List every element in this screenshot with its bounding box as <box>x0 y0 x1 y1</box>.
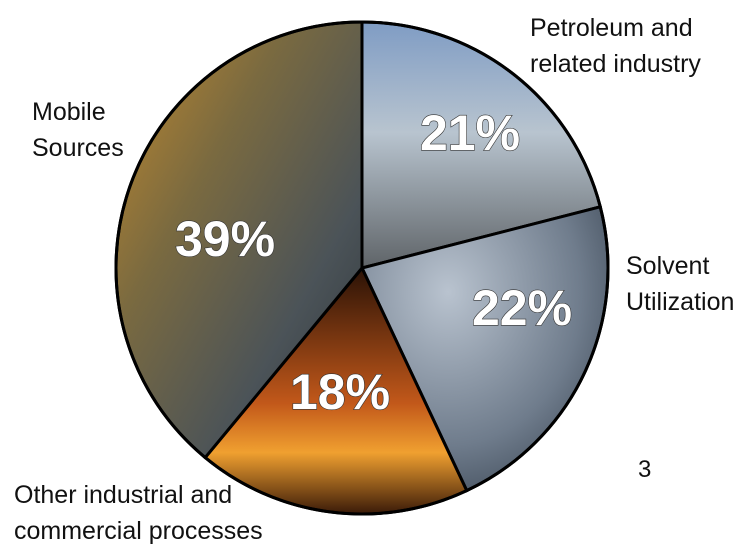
slice-category-label-line: related industry <box>530 50 701 78</box>
slice-category-label-line: Other industrial and <box>14 481 232 509</box>
pie-outline <box>114 20 610 516</box>
page-number: 3 <box>638 456 652 483</box>
slice-category-label-line: Utilization <box>626 288 734 316</box>
slice-category-label: Petroleum and related industry <box>530 14 701 78</box>
slice-category-label-line: Solvent <box>626 252 709 280</box>
slice-category-label: Mobile Sources <box>32 98 124 162</box>
slice-category-label: Solvent Utilization <box>626 252 734 316</box>
slice-category-label-line: Petroleum and <box>530 14 693 42</box>
slice-category-label: Other industrial and commercial processes <box>14 481 263 545</box>
slice-value-label: 21% <box>420 105 520 161</box>
slice-value-label: 18% <box>290 364 390 420</box>
slice-value-label: 39% <box>175 211 275 267</box>
slice-category-label-line: Sources <box>32 134 124 162</box>
slice-category-label-line: Mobile <box>32 98 106 126</box>
slice-value-label: 22% <box>472 280 572 336</box>
slice-category-label-line: commercial processes <box>14 517 263 545</box>
